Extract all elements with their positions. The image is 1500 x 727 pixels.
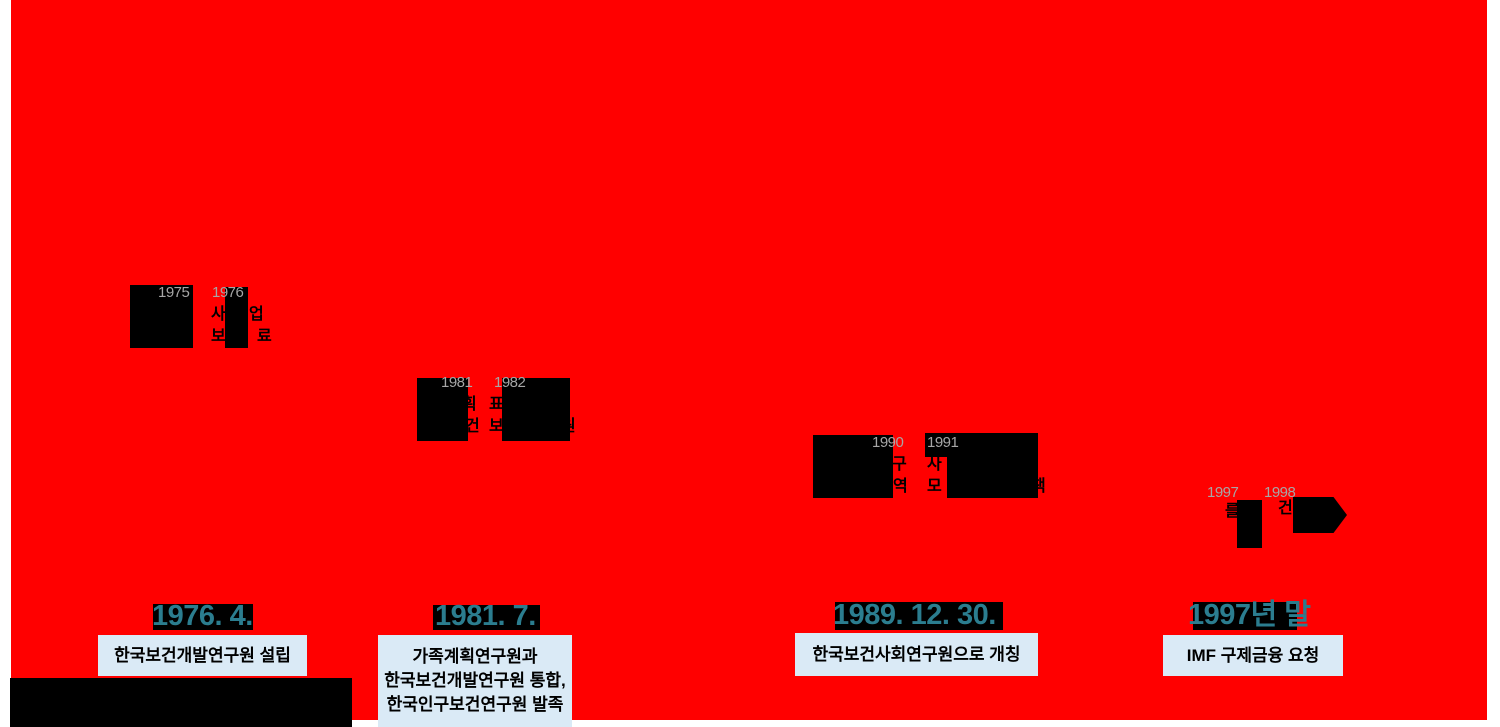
redaction-box [925, 433, 1038, 457]
text-fragment: 획 [462, 396, 477, 413]
milestone-label-line: IMF 구제금융 요청 [1186, 645, 1320, 665]
date-highlight-bar [835, 602, 1003, 630]
milestone-date: 1997년 말 [1188, 599, 1311, 631]
text-fragment: 보 [211, 328, 226, 345]
milestone-label-box: 한국보건개발연구원 설립 [98, 635, 307, 676]
text-fragment: 역 [893, 478, 908, 495]
year-label: 1982 [494, 374, 526, 391]
bottom-redaction-box [10, 678, 352, 727]
redaction-box [1237, 500, 1262, 548]
text-fragment: 를 [1225, 503, 1240, 520]
text-fragment: 모 [927, 478, 942, 495]
text-fragment: 보 [489, 418, 504, 435]
year-label: 1998 [1264, 484, 1296, 501]
milestone-label-line: 한국보건개발연구원 통합, [384, 671, 566, 690]
year-label: 1997 [1207, 484, 1239, 501]
milestone-label-line: 한국보건사회연구원으로 개칭 [812, 644, 1021, 664]
date-highlight-bar [433, 605, 540, 630]
text-fragment: 건 [465, 418, 480, 435]
milestone-label-line: 가족계획연구원과 [412, 647, 538, 666]
year-label: 1990 [872, 434, 904, 451]
redaction-box [813, 435, 893, 498]
milestone-date: 1981. 7. [435, 600, 536, 632]
slide-background [11, 0, 1487, 720]
redaction-box [502, 378, 570, 441]
text-fragment: 원 [561, 418, 576, 435]
text-fragment: 구 [892, 456, 907, 473]
text-fragment: 업 [249, 306, 264, 323]
year-label: 1981 [441, 374, 473, 391]
redaction-box [417, 378, 468, 441]
timeline-arrow-icon [1293, 497, 1347, 533]
date-highlight-bar [1193, 602, 1297, 630]
text-fragment: 건 [1278, 500, 1293, 517]
redaction-box [947, 457, 1038, 498]
milestone-label-line: 한국인구보건연구원 발족 [386, 695, 564, 714]
text-fragment: 표 [489, 396, 504, 413]
milestone-date: 1976. 4. [152, 600, 253, 632]
milestone-date: 1989. 12. 30. [833, 599, 996, 631]
redaction-box [225, 287, 248, 348]
text-fragment: 료 [257, 328, 272, 345]
redaction-box [130, 285, 193, 348]
text-fragment: 사 [211, 306, 226, 323]
milestone-label-box: IMF 구제금융 요청 [1163, 635, 1343, 676]
year-label: 1976 [212, 284, 244, 301]
date-highlight-bar [153, 604, 253, 630]
milestone-label-box: 한국보건사회연구원으로 개칭 [795, 633, 1038, 676]
milestone-label-line: 한국보건개발연구원 설립 [114, 645, 291, 665]
year-label: 1991 [927, 434, 959, 451]
text-fragment: 책 [1031, 478, 1046, 495]
text-fragment: 사 [927, 456, 942, 473]
year-label: 1975 [158, 284, 190, 301]
milestone-label-box: 가족계획연구원과 한국보건개발연구원 통합, 한국인구보건연구원 발족 [378, 635, 572, 727]
